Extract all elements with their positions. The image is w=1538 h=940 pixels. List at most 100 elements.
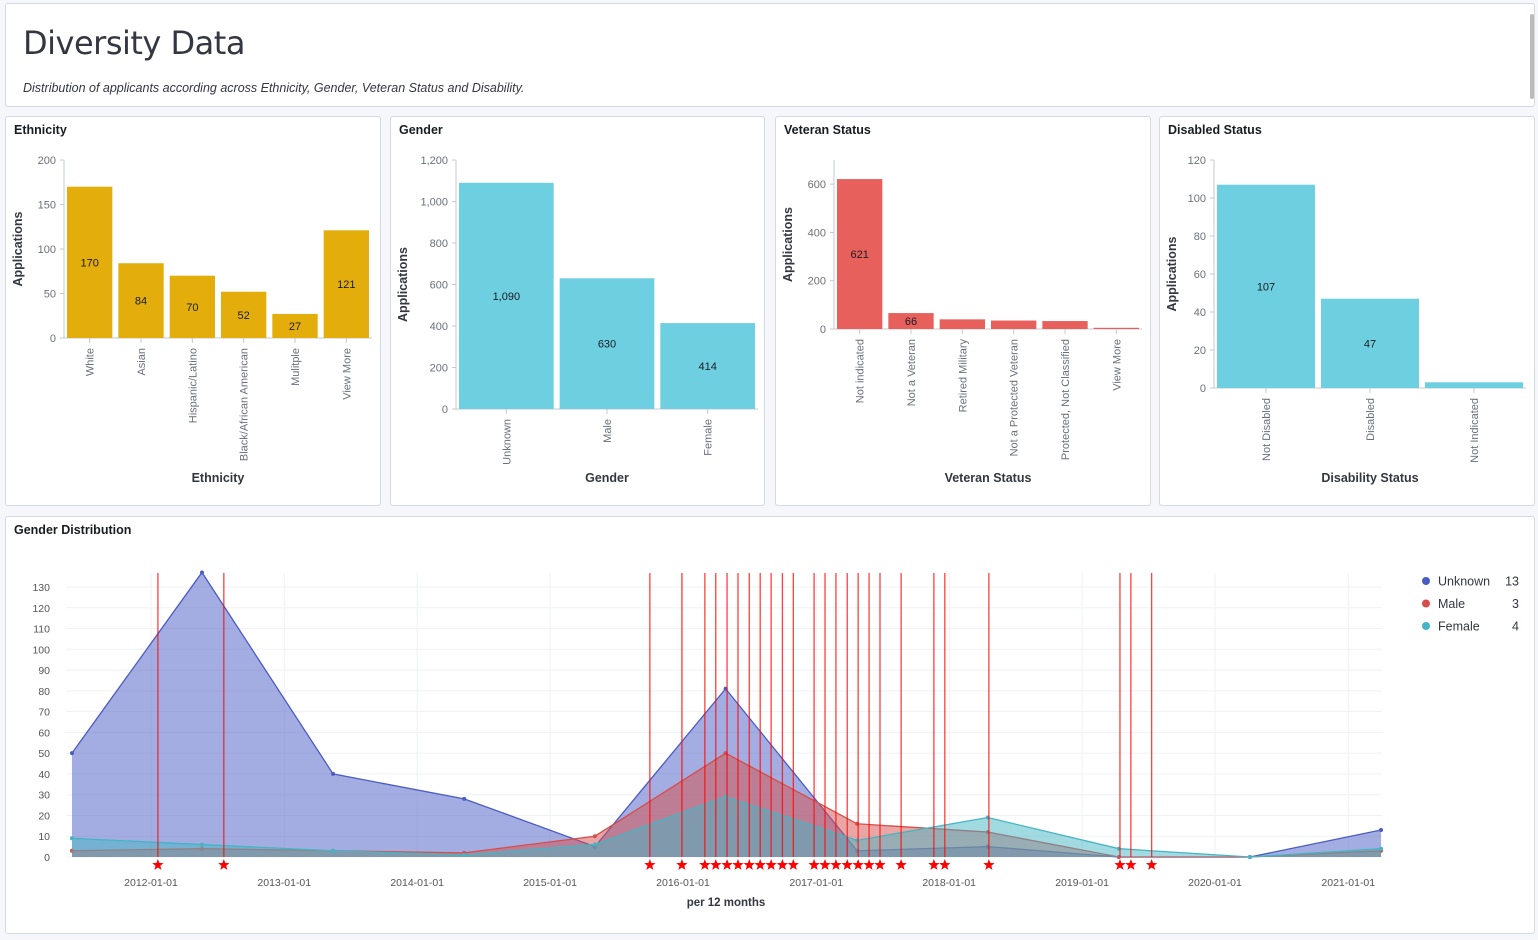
y-tick-label: 100 xyxy=(32,644,50,656)
bar-value-label: 121 xyxy=(337,279,355,291)
x-tick-label: Hispanic/Latino xyxy=(187,348,199,423)
annotation-star-icon[interactable] xyxy=(754,859,766,870)
bar-value-label: 621 xyxy=(850,249,868,261)
y-tick-label: 70 xyxy=(38,707,50,719)
point-female xyxy=(331,848,336,853)
bar xyxy=(1093,327,1139,329)
annotation-star-icon[interactable] xyxy=(841,859,853,870)
annotation-star-icon[interactable] xyxy=(819,859,831,870)
point-female xyxy=(199,842,204,847)
x-tick-label: Female xyxy=(703,419,715,456)
bar-value-label: 630 xyxy=(598,339,616,351)
annotation-star-icon[interactable] xyxy=(1125,859,1137,870)
gender-chart: 0 200 400 600 800 1,000 1,200 1,090 Unknown 630 Ma… xyxy=(396,155,758,485)
annotation-star-icon[interactable] xyxy=(710,859,722,870)
x-axis-title: per 12 months xyxy=(687,897,766,909)
y-tick-label: 10 xyxy=(38,831,50,843)
legend-value: 4 xyxy=(1512,620,1519,634)
panel-title: Ethnicity xyxy=(14,123,67,137)
y-axis-title: Applications xyxy=(11,211,25,286)
y-tick-label: 800 xyxy=(430,238,448,250)
legend-label: Unknown xyxy=(1438,575,1490,589)
annotation-star-icon[interactable] xyxy=(787,859,799,870)
x-tick-label: Mulitple xyxy=(290,348,302,386)
point-female xyxy=(69,836,74,841)
annotation-star-icon[interactable] xyxy=(776,859,789,870)
annotation-star-icon[interactable] xyxy=(218,859,230,870)
annotation-star-icon[interactable] xyxy=(863,859,875,870)
x-tick-label: Not Disabled xyxy=(1261,398,1273,461)
panel-title: Gender Distribution xyxy=(14,523,132,537)
veteran-chart: 0 200 400 600 621 Not indicated 66 Not a Vetera… xyxy=(781,160,1142,485)
annotation-star-icon[interactable] xyxy=(983,859,995,870)
y-tick-label: 130 xyxy=(32,582,50,594)
x-tick-label: Retired Military xyxy=(957,339,969,413)
x-tick-label: Protected, Not Classified xyxy=(1060,339,1072,460)
page-title: Diversity Data xyxy=(23,24,245,62)
gender-distribution-panel: Gender Distribution 0 10 20 30 40 50 60 70 80 90 1… xyxy=(5,516,1535,934)
bar xyxy=(118,263,164,338)
annotation-star-icon[interactable] xyxy=(152,859,164,870)
point-female xyxy=(462,852,467,857)
annotation-star-icon[interactable] xyxy=(939,859,951,870)
annotation-star-icon[interactable] xyxy=(1114,859,1126,870)
point-unknown xyxy=(1379,828,1384,832)
x-tick-label: Unknown xyxy=(501,419,513,465)
bar xyxy=(1217,184,1315,388)
bar-value-label: 47 xyxy=(1364,338,1376,350)
x-tick-label: Male xyxy=(602,419,614,443)
y-tick-label: 60 xyxy=(1194,269,1206,281)
x-tick-label: 2019-01-01 xyxy=(1055,877,1109,889)
annotation-star-icon[interactable] xyxy=(721,859,733,870)
header-panel: Diversity Data Distribution of applicant… xyxy=(5,3,1535,107)
annotation-star-icon[interactable] xyxy=(765,859,777,870)
legend-label: Male xyxy=(1438,597,1465,611)
x-tick-label: Disabled xyxy=(1365,398,1377,441)
bar-value-label: 84 xyxy=(135,296,147,308)
point-unknown xyxy=(462,796,467,801)
y-tick-label: 1,200 xyxy=(420,155,448,167)
x-tick-label: View More xyxy=(1111,339,1123,391)
annotation-star-icon[interactable] xyxy=(644,859,656,870)
y-tick-label: 0 xyxy=(44,852,50,864)
page-subtitle: Distribution of applicants according acr… xyxy=(23,81,525,95)
gender-panel: Gender 0 200 400 600 800 1,000 1,200 1,090 Unkno… xyxy=(390,116,765,506)
annotation-star-icon[interactable] xyxy=(676,859,688,870)
y-tick-label: 80 xyxy=(38,686,50,698)
y-tick-label: 50 xyxy=(44,289,56,301)
y-tick-label: 120 xyxy=(32,603,50,615)
bar-value-label: 70 xyxy=(186,302,198,314)
x-axis-title: Disability Status xyxy=(1321,471,1418,485)
panel-title: Gender xyxy=(399,123,443,137)
annotation-star-icon[interactable] xyxy=(732,859,744,870)
bar xyxy=(837,179,883,329)
x-tick-label: 2015-01-01 xyxy=(523,877,577,889)
bar xyxy=(323,230,369,338)
y-tick-label: 0 xyxy=(820,324,826,336)
x-tick-label: 2013-01-01 xyxy=(257,877,311,889)
annotation-star-icon[interactable] xyxy=(830,859,842,870)
annotation-star-icon[interactable] xyxy=(928,859,940,870)
annotation-star-icon[interactable] xyxy=(808,859,820,870)
annotation-star-icon[interactable] xyxy=(895,859,907,870)
scrollbar[interactable] xyxy=(1530,14,1534,99)
x-tick-label: 2012-01-01 xyxy=(124,877,178,889)
x-tick-label: White xyxy=(85,348,97,376)
y-tick-label: 90 xyxy=(38,665,50,677)
annotation-star-icon[interactable] xyxy=(852,859,864,870)
point-female xyxy=(1247,855,1252,859)
disabled-panel: Disabled Status 0 20 40 60 80 100 120 107 Not Di… xyxy=(1159,116,1535,506)
y-tick-label: 1,000 xyxy=(420,197,448,209)
annotation-star-icon[interactable] xyxy=(743,859,755,870)
legend-dot xyxy=(1422,622,1430,630)
x-tick-label: 2016-01-01 xyxy=(656,877,710,889)
annotation-star-icon[interactable] xyxy=(699,859,711,870)
annotation-star-icon[interactable] xyxy=(874,859,886,870)
x-tick-label: 2017-01-01 xyxy=(789,877,843,889)
veteran-panel: Veteran Status 0 200 400 600 621 Not indicate… xyxy=(775,116,1151,506)
y-tick-label: 0 xyxy=(1200,383,1206,395)
bar-value-label: 107 xyxy=(1257,281,1275,293)
bar xyxy=(221,291,267,338)
x-tick-label: 2021-01-01 xyxy=(1321,877,1375,889)
annotation-star-icon[interactable] xyxy=(1145,859,1158,870)
